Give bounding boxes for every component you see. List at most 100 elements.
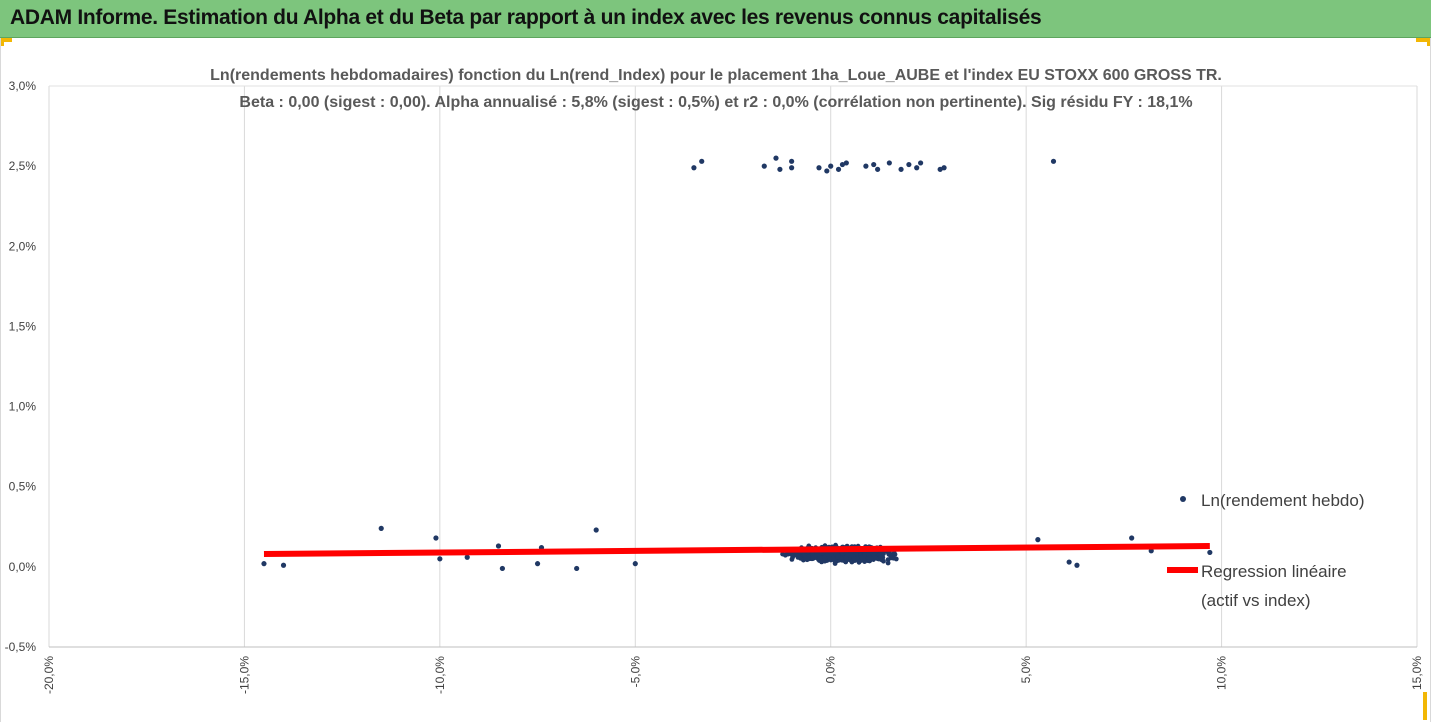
cloud-point bbox=[783, 552, 788, 558]
data-point bbox=[761, 163, 767, 169]
legend-marker-points bbox=[1180, 496, 1186, 502]
data-point bbox=[1066, 559, 1072, 565]
data-point bbox=[433, 535, 439, 541]
data-point bbox=[534, 561, 541, 567]
cloud-point bbox=[832, 561, 838, 566]
x-tick-label: 15,0% bbox=[1410, 656, 1424, 690]
cloud-point bbox=[886, 550, 891, 556]
cloud-point bbox=[822, 555, 827, 561]
cloud-point bbox=[888, 555, 894, 561]
cloud-point bbox=[851, 556, 857, 561]
corner-mark-top-right bbox=[1416, 38, 1431, 42]
chart-title-line-2: Beta : 0,00 (sigest : 0,00). Alpha annua… bbox=[239, 94, 1192, 111]
data-point bbox=[495, 543, 502, 549]
legend-label-regression-line2: (actif vs index) bbox=[1201, 591, 1311, 610]
data-point bbox=[699, 158, 705, 164]
data-point bbox=[914, 165, 920, 171]
legend-label-regression-line1: Regression linéaire bbox=[1201, 562, 1347, 581]
data-point bbox=[871, 161, 877, 168]
data-point bbox=[280, 562, 287, 568]
cloud-point bbox=[831, 556, 836, 562]
data-point bbox=[1035, 537, 1041, 543]
cloud-point bbox=[845, 551, 851, 557]
data-point bbox=[816, 165, 822, 171]
corner-mark-bottom-right bbox=[1423, 692, 1427, 720]
data-point bbox=[839, 161, 846, 168]
data-point bbox=[1207, 549, 1213, 556]
legend: Ln(rendement hebdo) Regression linéaire (a… bbox=[1167, 491, 1365, 610]
cloud-point bbox=[789, 557, 795, 562]
axes bbox=[49, 85, 1417, 648]
data-point bbox=[824, 168, 830, 174]
x-tick-label: 0,0% bbox=[824, 656, 838, 684]
regression-line bbox=[263, 543, 1210, 558]
cloud-point bbox=[878, 554, 883, 560]
data-point bbox=[499, 565, 505, 572]
data-point bbox=[593, 527, 599, 533]
data-point bbox=[941, 165, 947, 171]
cloud-point bbox=[867, 558, 872, 564]
cloud-point bbox=[835, 553, 841, 559]
legend-label-points: Ln(rendement hebdo) bbox=[1201, 491, 1365, 510]
x-tick-label: 5,0% bbox=[1019, 656, 1033, 684]
corner-mark-top-left bbox=[0, 38, 12, 42]
cloud-point bbox=[827, 555, 832, 561]
data-point bbox=[789, 165, 795, 171]
data-point bbox=[261, 561, 267, 567]
report-banner: ADAM Informe. Estimation du Alpha et du … bbox=[0, 0, 1431, 38]
data-point bbox=[1129, 535, 1135, 541]
corner-mark-top-right-v bbox=[1427, 38, 1431, 46]
chart-title-line-1: Ln(rendements hebdomadaires) fonction du… bbox=[210, 67, 1222, 84]
data-point bbox=[574, 565, 580, 572]
data-point bbox=[691, 165, 697, 171]
data-point bbox=[464, 554, 470, 560]
y-tick-label: -0,5% bbox=[5, 640, 37, 654]
y-tick-label: 1,0% bbox=[9, 400, 37, 414]
cloud-point bbox=[843, 555, 849, 560]
data-point bbox=[843, 160, 849, 166]
data-point bbox=[875, 166, 881, 172]
data-point bbox=[378, 525, 384, 531]
data-point bbox=[777, 166, 783, 172]
cloud-point bbox=[793, 552, 799, 558]
data-point bbox=[1050, 158, 1057, 164]
data-point bbox=[898, 166, 904, 172]
data-point bbox=[632, 561, 638, 567]
data-point bbox=[906, 161, 912, 168]
y-tick-label: 1,5% bbox=[9, 319, 37, 333]
y-tick-label: 2,0% bbox=[9, 239, 37, 253]
x-tick-labels: -20,0% -15,0% -10,0% -5,0% 0,0% 5,0% 10,0% 15,0… bbox=[42, 656, 1424, 694]
data-point bbox=[828, 163, 834, 169]
data-point bbox=[918, 160, 924, 166]
corner-mark-top-left-v bbox=[0, 38, 4, 46]
scatter-points bbox=[261, 155, 1213, 572]
report-title: ADAM Informe. Estimation du Alpha et du … bbox=[10, 6, 1042, 29]
x-tick-label: -20,0% bbox=[42, 656, 56, 694]
x-tick-label: 10,0% bbox=[1215, 656, 1229, 690]
cloud-point bbox=[811, 554, 817, 560]
cloud-point bbox=[803, 555, 808, 561]
data-point bbox=[437, 556, 443, 562]
data-point bbox=[886, 160, 892, 166]
cloud-point bbox=[885, 560, 891, 566]
cloud-point bbox=[862, 551, 868, 557]
y-tick-labels: 3,0% 2,5% 2,0% 1,5% 1,0% 0,5% 0,0% -0,5% bbox=[5, 79, 37, 654]
data-point bbox=[1148, 548, 1154, 554]
cloud-point bbox=[865, 551, 871, 557]
x-tick-label: -10,0% bbox=[433, 656, 447, 694]
data-point bbox=[789, 158, 795, 164]
x-tick-label: -5,0% bbox=[628, 656, 642, 688]
data-point bbox=[835, 166, 842, 172]
data-point bbox=[863, 163, 869, 169]
data-point bbox=[1074, 562, 1080, 568]
regression-line-segment bbox=[263, 543, 1210, 558]
y-tick-label: 0,5% bbox=[9, 480, 37, 494]
cloud-point bbox=[872, 554, 878, 560]
data-point bbox=[773, 155, 779, 161]
y-tick-label: 2,5% bbox=[9, 159, 37, 173]
y-tick-label: 3,0% bbox=[9, 79, 37, 93]
data-point bbox=[937, 166, 943, 172]
x-tick-label: -15,0% bbox=[237, 656, 251, 694]
y-tick-label: 0,0% bbox=[9, 560, 37, 574]
